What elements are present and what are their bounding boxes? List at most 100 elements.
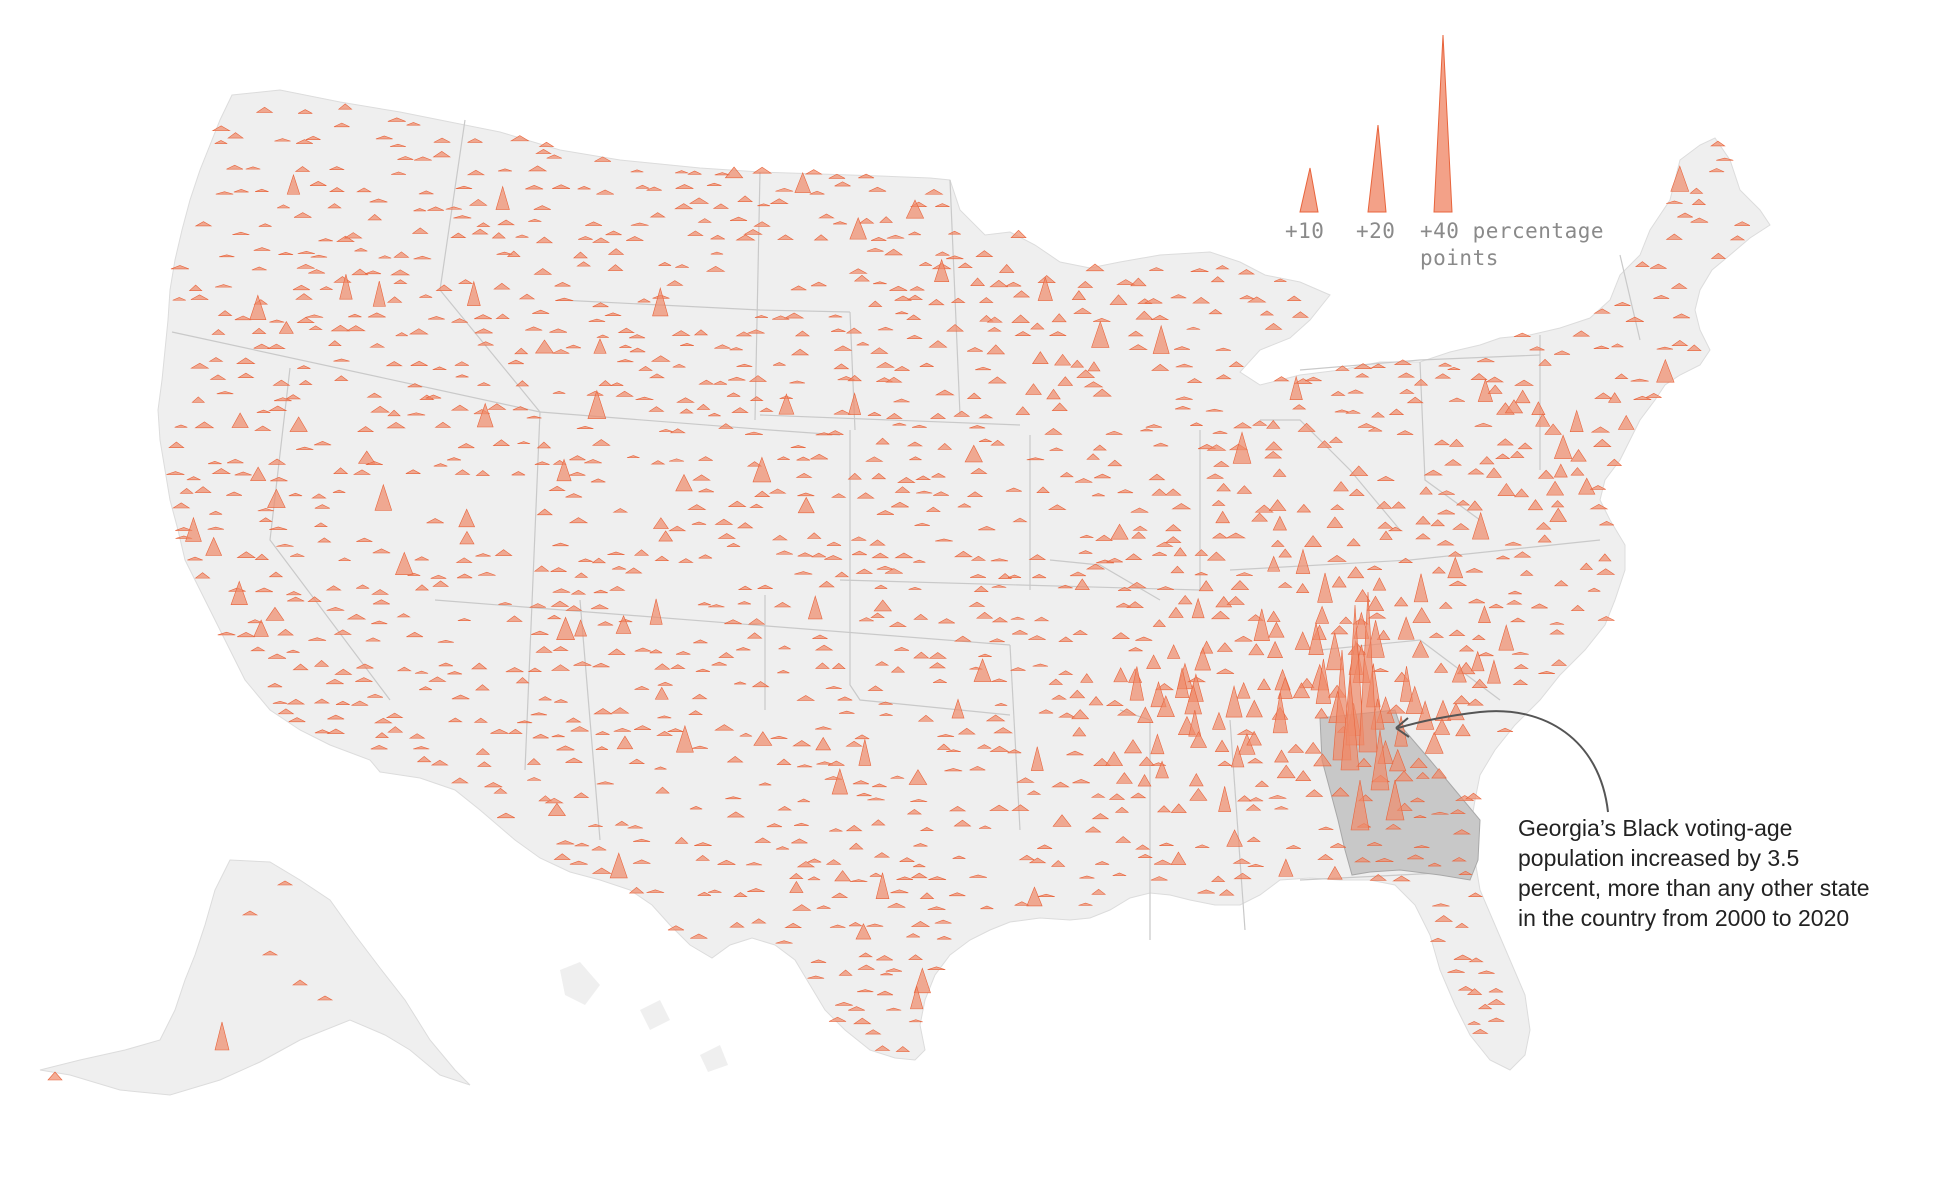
- county-spike-256: [532, 309, 550, 314]
- county-spike-751: [1131, 531, 1147, 539]
- county-spike-658: [1164, 488, 1182, 496]
- county-spike-301: [877, 326, 894, 331]
- county-spike-1040: [890, 666, 906, 673]
- county-spike-129: [813, 234, 829, 241]
- county-spike-480: [929, 413, 947, 419]
- county-spike-744: [826, 541, 842, 546]
- county-spike-322: [593, 338, 607, 354]
- county-spike-429: [425, 394, 442, 399]
- county-spike-566: [433, 463, 448, 467]
- county-spike-116: [471, 228, 489, 235]
- county-spike-506: [669, 428, 686, 434]
- county-spike-1232: [796, 764, 813, 768]
- county-spike-613: [795, 472, 813, 478]
- county-spike-960: [556, 616, 575, 641]
- county-spike-1382: [1317, 854, 1334, 860]
- county-spike-682: [876, 510, 895, 515]
- county-spike-1155: [1386, 704, 1406, 714]
- county-spike-1211: [1007, 749, 1022, 754]
- county-spike-442: [1046, 388, 1061, 400]
- county-spike-946: [1478, 605, 1491, 623]
- county-spike-454: [1594, 392, 1613, 399]
- county-spike-352: [385, 361, 403, 367]
- county-spike-1182: [1072, 726, 1087, 737]
- county-spike-556: [1433, 439, 1451, 446]
- county-spike-357: [616, 359, 634, 363]
- county-spike-1139: [917, 714, 935, 722]
- county-spike-374: [1228, 361, 1245, 368]
- county-spike-319: [534, 339, 555, 354]
- county-spike-496: [194, 421, 215, 429]
- county-spike-185: [292, 284, 310, 291]
- county-spike-1405: [1327, 865, 1343, 880]
- county-spike-1064: [515, 677, 530, 684]
- county-spike-1454: [876, 955, 893, 961]
- county-spike-1091: [272, 701, 288, 704]
- county-spike-345: [1671, 340, 1689, 346]
- county-spike-404: [987, 376, 1007, 384]
- county-spike-889: [590, 604, 609, 610]
- county-spike-217: [386, 296, 403, 303]
- county-spike-826: [884, 568, 903, 574]
- county-spike-462: [407, 412, 426, 416]
- county-spike-1204: [792, 740, 812, 747]
- county-spike-218: [419, 294, 433, 298]
- county-spike-1106: [1051, 694, 1067, 700]
- county-spike-520: [1233, 422, 1253, 429]
- county-spike-1443: [934, 919, 952, 924]
- county-spike-551: [1206, 444, 1227, 451]
- county-spike-559: [1517, 442, 1533, 450]
- county-spike-967: [989, 638, 1005, 643]
- county-spike-383: [209, 374, 227, 380]
- county-spike-521: [1252, 420, 1268, 426]
- county-spike-1016: [1498, 624, 1515, 651]
- county-spike-118: [515, 234, 529, 238]
- county-spike-63: [809, 190, 825, 195]
- legend-spike-20: [1367, 124, 1387, 213]
- county-spike-582: [964, 444, 983, 463]
- county-spike-915: [371, 620, 388, 625]
- county-spike-445: [1289, 375, 1303, 400]
- county-spike-294: [671, 330, 691, 336]
- county-spike-195: [810, 281, 827, 287]
- county-spike-641: [565, 493, 583, 498]
- county-spike-1176: [770, 735, 788, 739]
- county-spike-707: [426, 518, 444, 524]
- county-spike-856: [593, 589, 608, 594]
- county-spike-414: [1397, 372, 1416, 378]
- county-spike-513: [969, 425, 986, 429]
- county-spike-201: [970, 277, 986, 287]
- county-spike-223: [637, 298, 651, 303]
- county-spike-131: [870, 237, 887, 241]
- county-spike-610: [590, 478, 606, 483]
- county-spike-1237: [969, 765, 986, 771]
- georgia-spike-2: [1358, 591, 1378, 753]
- county-spike-1007: [1248, 643, 1265, 656]
- county-spike-815: [456, 573, 473, 579]
- county-spike-452: [1487, 384, 1503, 394]
- county-spike-931: [975, 611, 994, 619]
- county-spike-10: [296, 139, 313, 144]
- county-spike-784: [797, 552, 813, 557]
- county-spike-243: [1653, 295, 1670, 299]
- county-spike-1243: [1217, 760, 1233, 767]
- county-spike-1128: [447, 717, 463, 723]
- county-spike-360: [672, 363, 686, 368]
- county-spike-1277: [538, 795, 553, 802]
- county-spike-1486: [895, 1046, 911, 1052]
- county-spike-666: [1513, 488, 1530, 498]
- county-spike-5: [387, 117, 406, 122]
- county-spike-974: [1234, 635, 1253, 642]
- county-spike-439: [935, 389, 955, 396]
- county-spike-321: [565, 344, 582, 349]
- county-spike-752: [1155, 541, 1174, 547]
- legend-label-40: +40 percentage: [1420, 219, 1604, 243]
- county-spike-694: [1376, 500, 1393, 509]
- county-spike-55: [577, 186, 591, 190]
- county-spike-900: [1226, 595, 1245, 605]
- county-spike-169: [675, 264, 689, 268]
- county-spike-1112: [1175, 667, 1190, 698]
- county-spike-285: [345, 325, 366, 332]
- county-spike-956: [365, 637, 381, 642]
- county-spike-486: [1205, 408, 1224, 412]
